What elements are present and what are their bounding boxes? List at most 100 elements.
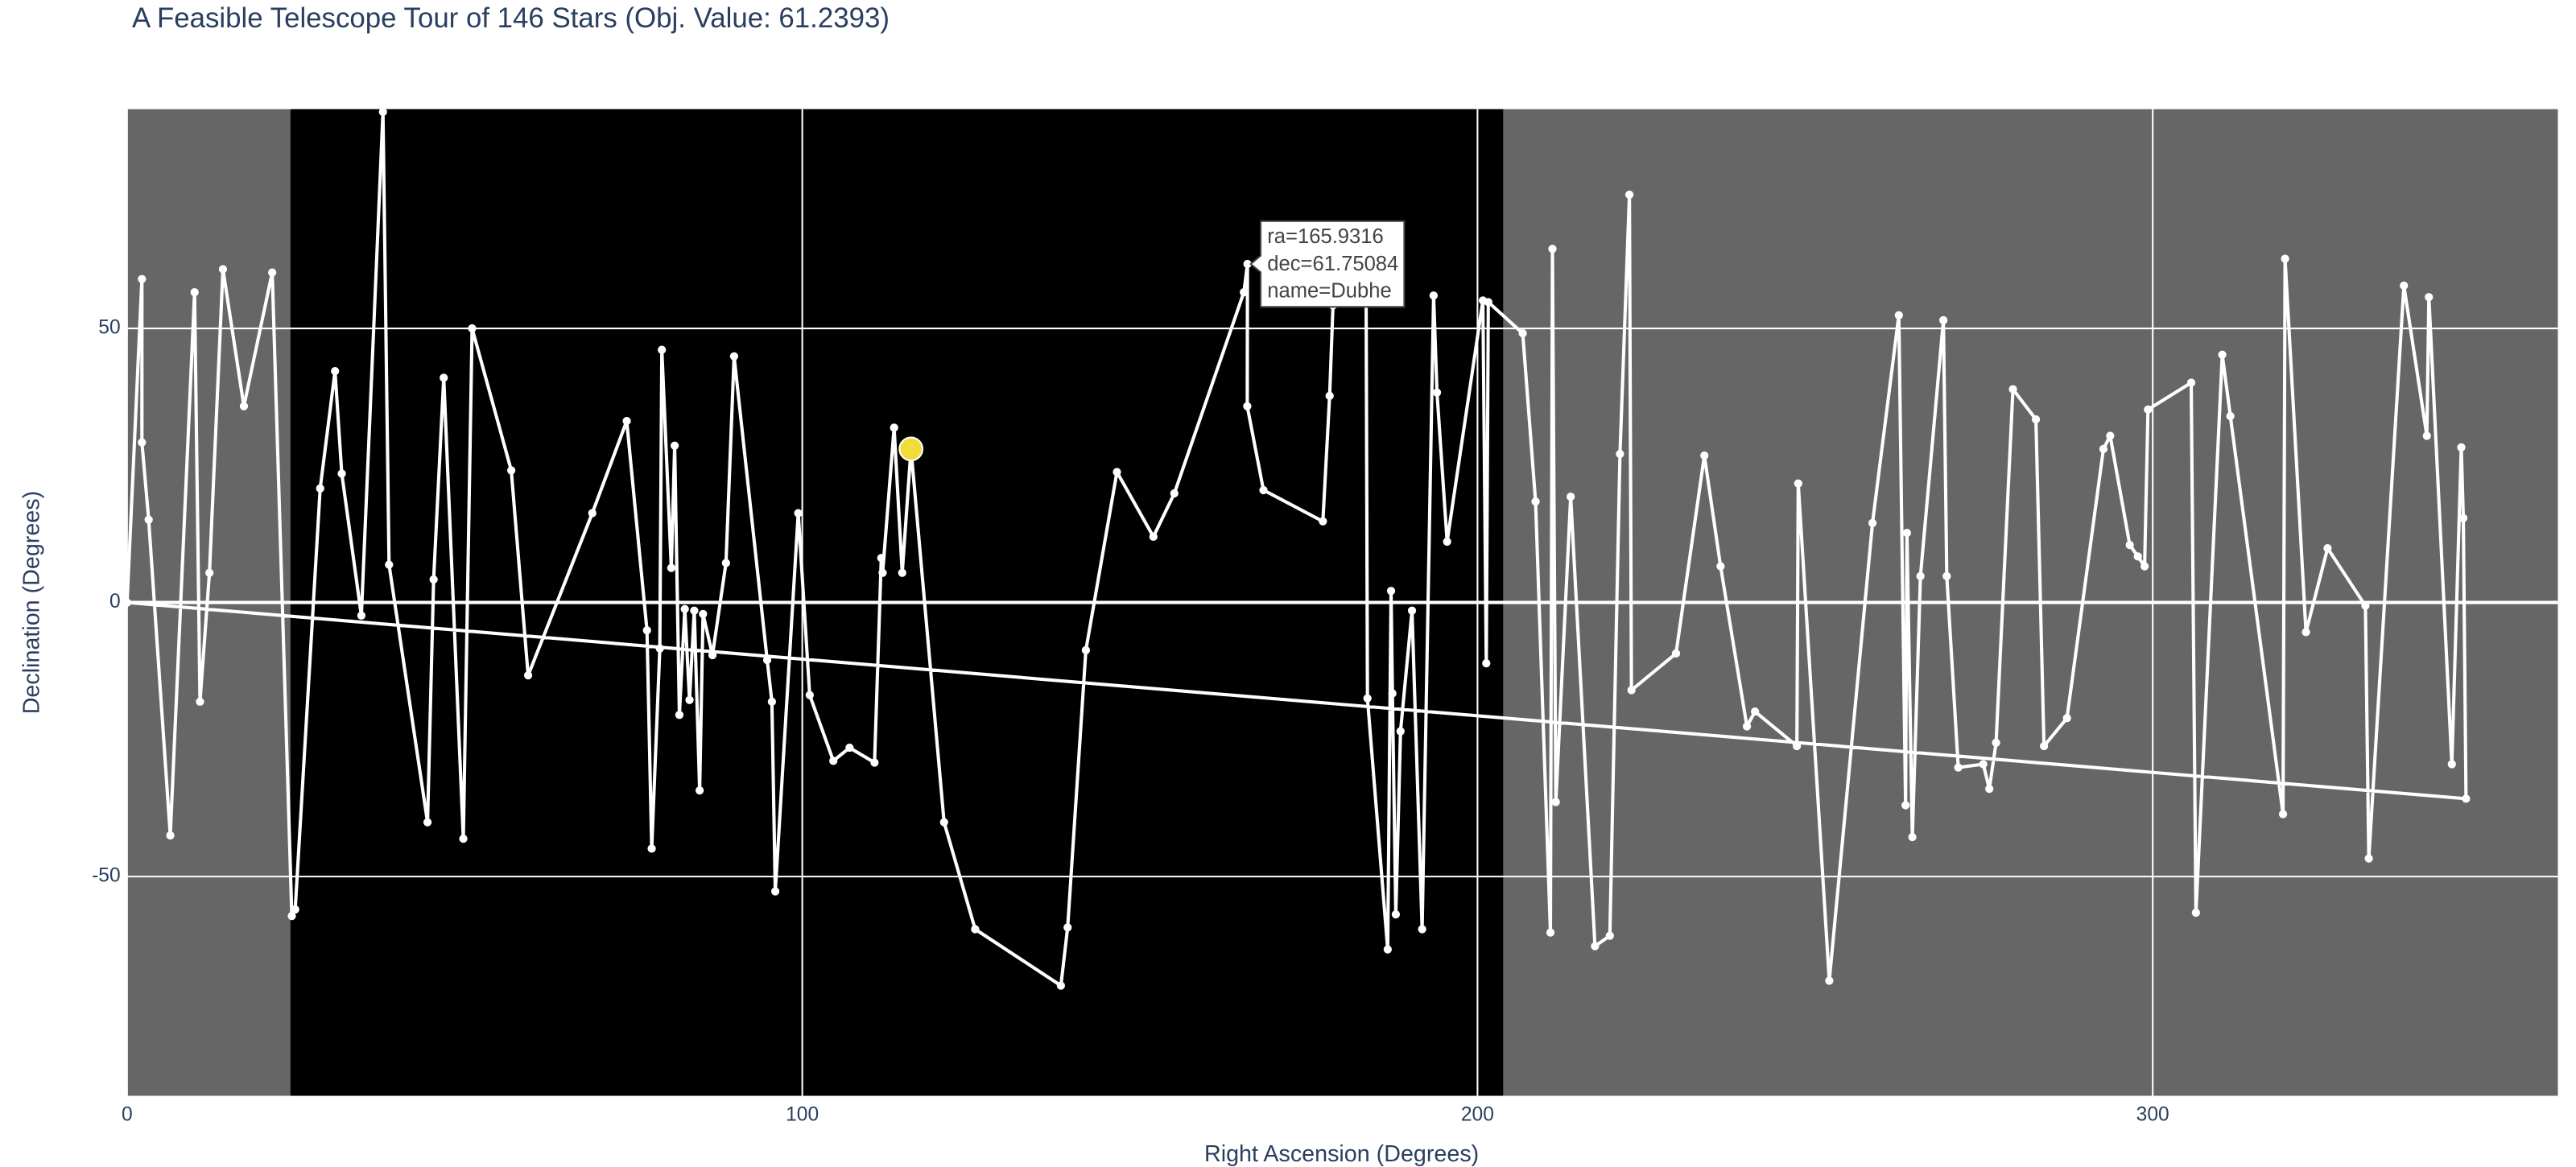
star-point (1056, 981, 1066, 990)
star-point (655, 644, 664, 653)
star-point (1443, 537, 1451, 546)
star-point (2186, 378, 2196, 387)
star-point (331, 367, 340, 376)
star-point (890, 423, 898, 432)
star-point (196, 697, 204, 706)
star-point (440, 373, 448, 382)
star-point (2281, 254, 2289, 263)
star-point (1388, 689, 1397, 698)
star-point (1383, 945, 1392, 954)
star-point (898, 568, 906, 577)
star-point (1396, 727, 1405, 736)
star-point (2218, 350, 2227, 359)
x-tick-label: 100 (786, 1104, 819, 1126)
star-point (2226, 411, 2235, 421)
y-axis-title: Declination (Degrees) (19, 491, 45, 714)
star-point (2040, 741, 2049, 751)
star-point (357, 611, 366, 621)
star-point (622, 417, 631, 426)
star-point (1794, 479, 1802, 488)
star-point (166, 831, 175, 840)
star-point (1407, 606, 1417, 615)
star-point (1548, 245, 1557, 254)
star-point (468, 324, 477, 333)
star-point (1418, 925, 1426, 934)
star-point (1149, 532, 1158, 541)
star-point (670, 441, 679, 450)
star-point (685, 695, 694, 704)
star-point (1363, 694, 1372, 703)
star-point (1325, 391, 1334, 400)
star-point (2425, 293, 2434, 302)
star-point (2144, 405, 2153, 414)
star-point (2458, 513, 2468, 522)
tooltip: ra=165.9316 dec=61.75084 name=Dubhe (1249, 220, 1406, 308)
star-point (138, 438, 147, 447)
star-point (122, 598, 131, 607)
star-point (1716, 562, 1725, 571)
star-point (794, 509, 803, 518)
star-point (696, 786, 704, 795)
star-point (385, 560, 394, 569)
star-point (1240, 287, 1249, 297)
star-point (2364, 854, 2373, 863)
star-point (1793, 741, 1802, 751)
star-point (690, 606, 699, 615)
star-point (1243, 402, 1252, 410)
star-point (1868, 518, 1877, 527)
star-point (588, 509, 597, 518)
star-point (1902, 528, 1911, 538)
star-point (2191, 908, 2200, 918)
star-point (805, 691, 814, 699)
star-point (2278, 810, 2288, 819)
y-tick-label: -50 (92, 865, 121, 887)
star-point (2462, 794, 2471, 803)
star-point (2125, 540, 2134, 550)
star-point (1259, 485, 1268, 495)
x-tick-label: 300 (2136, 1104, 2169, 1126)
star-point (2457, 443, 2466, 452)
star-point (316, 484, 324, 493)
star-point (429, 575, 438, 584)
star-point (138, 274, 147, 283)
star-point (1671, 649, 1681, 658)
star-point (1825, 976, 1834, 985)
x-tick-label: 0 (122, 1104, 133, 1126)
star-point (829, 757, 838, 765)
star-point (1170, 489, 1179, 498)
star-point (2133, 552, 2142, 561)
star-point (1908, 832, 1917, 842)
star-point (459, 834, 468, 843)
star-point (1591, 942, 1600, 951)
star-point (680, 604, 689, 613)
star-point (667, 563, 676, 572)
star-point (337, 469, 346, 478)
star-point (770, 887, 780, 896)
star-point (1992, 738, 2000, 748)
star-point (1429, 291, 1439, 300)
star-point (939, 818, 948, 827)
star-point (205, 568, 214, 577)
star-point (658, 345, 667, 354)
star-point (1605, 931, 1614, 940)
star-point (1700, 451, 1709, 460)
star-point (218, 265, 228, 274)
star-point (1482, 659, 1491, 668)
star-point (870, 758, 879, 767)
star-point (2031, 414, 2041, 424)
star-point (675, 711, 684, 720)
star-point (1942, 571, 1951, 581)
star-point (1954, 763, 1963, 772)
star-point (1546, 928, 1555, 937)
star-point (1894, 311, 1903, 320)
star-point (2400, 281, 2409, 291)
star-point (708, 650, 717, 660)
star-point (287, 912, 296, 921)
star-point (190, 287, 199, 297)
star-point (1742, 722, 1752, 731)
star-point (2140, 562, 2149, 571)
star-point (2301, 628, 2310, 637)
star-point (1391, 909, 1401, 919)
star-point (1916, 571, 1925, 581)
